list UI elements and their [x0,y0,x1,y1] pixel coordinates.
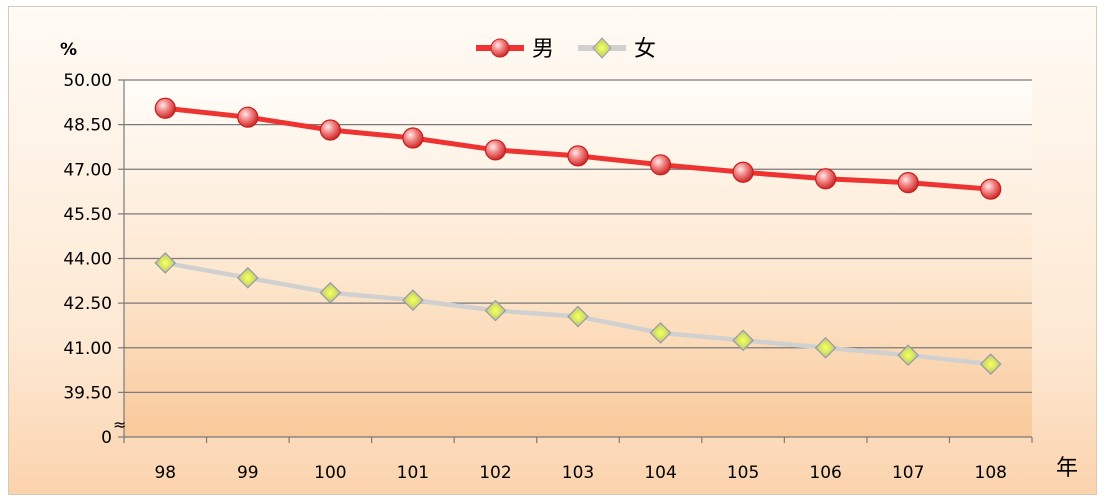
legend-label-male: 男 [532,37,554,62]
data-point-female [649,322,672,344]
y-tick-label: 50.00 [63,71,112,91]
x-tick-label: 99 [237,463,259,483]
x-tick-label: 107 [892,463,924,483]
data-point-male [897,172,919,194]
x-tick-label: 108 [975,463,1007,483]
x-tick-label: 98 [154,463,176,483]
x-tick-label: 100 [314,463,346,483]
legend-label-female: 女 [634,37,656,62]
data-point-female [814,336,837,359]
y-tick-label: 42.50 [63,294,112,314]
y-tick-label: 47.00 [63,160,112,180]
data-point-female [732,329,754,352]
x-tick-label: 101 [397,463,429,483]
data-point-male [319,119,341,141]
x-tick-label: 106 [809,463,841,483]
data-point-male [154,97,176,119]
y-tick-label: 39.50 [63,383,112,403]
data-point-female [154,252,177,274]
x-tick-label: 102 [479,463,511,483]
data-point-female [236,266,259,289]
y-tick-label: 44.00 [63,250,112,270]
data-point-female [402,289,424,311]
data-point-female [484,299,507,322]
data-point-male [980,178,1002,200]
data-point-male [237,106,259,128]
axis-break-symbol: ≈ [113,415,126,434]
legend: 男 女 [476,37,656,62]
data-point-male [567,145,589,167]
data-point-female [897,344,920,367]
x-tick-label: 105 [727,463,759,483]
data-point-male [815,168,837,190]
x-unit-label: 年 [1056,456,1078,481]
data-point-male [649,154,672,176]
y-tick-label: 48.50 [63,116,112,136]
y-unit-label: % [60,40,77,60]
legend-marker-female [592,37,612,59]
data-point-female [567,305,589,328]
y-tick-label: 45.50 [63,205,112,225]
y-tick-label: 41.00 [63,339,112,359]
data-point-female [319,281,342,304]
x-tick-label: 103 [562,463,594,483]
x-tick-label: 104 [644,463,676,483]
data-point-male [732,161,754,183]
legend-marker-male [490,38,510,58]
data-point-female [979,353,1002,375]
y-tick-label: 0 [101,428,112,448]
data-point-male [484,139,507,161]
data-point-male [402,127,424,149]
